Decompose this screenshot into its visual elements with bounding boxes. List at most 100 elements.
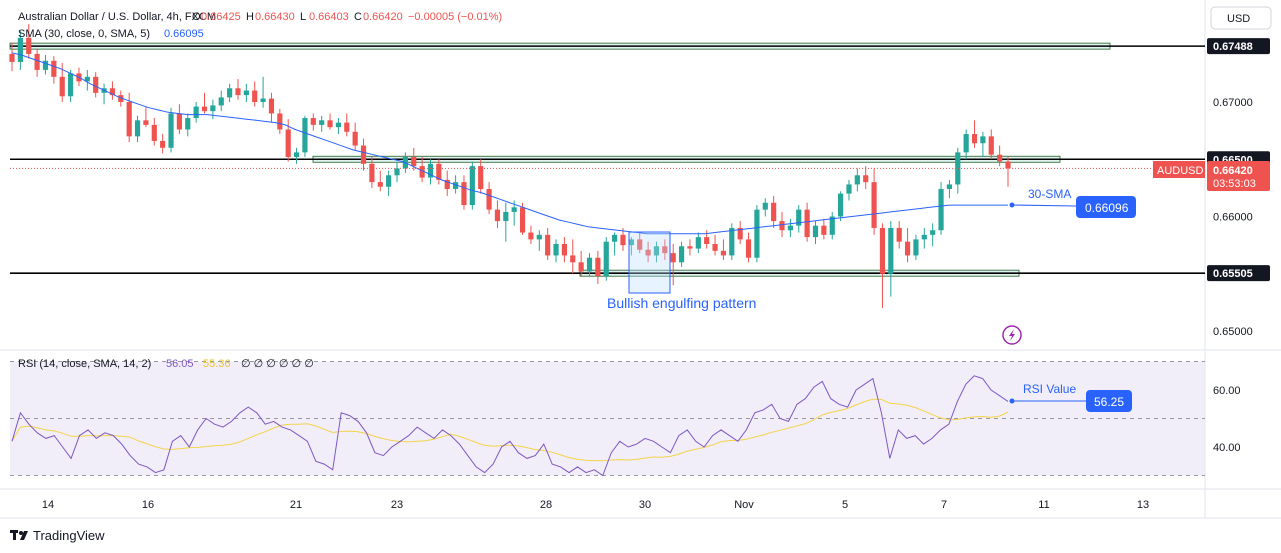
candle-body [787, 225, 793, 231]
candle-body [729, 227, 735, 256]
candle-body [904, 241, 911, 256]
level-tag-0 [1207, 38, 1270, 55]
candle-body [888, 227, 894, 274]
currency-button[interactable] [1210, 6, 1272, 30]
candle-body [126, 102, 132, 137]
candle-body [955, 152, 961, 185]
candle-body [344, 122, 350, 132]
candle-body [503, 211, 509, 222]
price-tick-2: 0.65000 [1213, 326, 1253, 338]
candle-body [561, 243, 567, 256]
candle-body [821, 225, 827, 235]
current-price-value: 0.66420 [1213, 165, 1253, 177]
candle-body [444, 179, 450, 190]
time-tick-5: 30 [639, 499, 651, 511]
candle-body [327, 120, 333, 128]
candle-body [921, 234, 927, 240]
candle-body [235, 88, 241, 96]
rsi-tick-0: 60.00 [1213, 385, 1241, 397]
candle-body [293, 152, 300, 157]
candle-body [737, 227, 743, 240]
candle-body [118, 95, 124, 102]
candle-body [871, 182, 877, 228]
candle-body [653, 246, 660, 256]
candle-body [335, 122, 342, 128]
candle-body [578, 262, 584, 272]
rsi-ma-line [11, 398, 1009, 462]
candle-body [938, 189, 944, 231]
candle-body [218, 97, 224, 106]
time-tick-8: 7 [941, 499, 947, 511]
rsi-legend-extra: ∅ ∅ ∅ ∅ ∅ ∅ [241, 358, 314, 370]
sma-annotation-leader [1011, 204, 1077, 207]
candle-body [160, 140, 166, 148]
candle-body [478, 166, 484, 190]
candle-body [863, 175, 869, 183]
level-tag-2 [1207, 265, 1270, 282]
sma-legend-label: SMA (30, close, 0, SMA, 5) [18, 28, 150, 40]
candle-body [570, 255, 576, 263]
candle-body [185, 118, 191, 130]
candle-body [1005, 161, 1011, 169]
candle-body [511, 207, 517, 212]
candle-body [963, 134, 969, 153]
candle-body [946, 184, 953, 190]
candle-body [645, 249, 651, 256]
ohlc-value-h: 0.66430 [255, 11, 295, 23]
ohlc-value-l: 0.66403 [309, 11, 349, 23]
time-tick-9: 11 [1038, 499, 1049, 511]
sma-line [11, 52, 1008, 235]
ohlc-key-c: C [354, 11, 362, 23]
candle-body [93, 76, 99, 93]
rsi-annotation-badge [1086, 390, 1132, 412]
ohlc-key-l: L [300, 11, 306, 23]
candle-body [796, 209, 802, 226]
rsi-annotation-label: RSI Value [1023, 382, 1076, 396]
ohlc-key-o: O [192, 11, 201, 23]
sma-annotation-badge [1076, 196, 1136, 218]
candle-body [285, 129, 291, 157]
candle-body [536, 234, 542, 240]
time-tick-7: 5 [842, 499, 848, 511]
candle-body [762, 202, 768, 210]
candle-body [67, 73, 74, 97]
time-tick-0: 14 [42, 499, 54, 511]
candle-body [134, 120, 141, 137]
currency-label: USD [1227, 13, 1250, 25]
level-tag-text-0: 0.67488 [1213, 41, 1253, 53]
candle-body [670, 253, 676, 263]
candle-body [804, 209, 810, 238]
candle-body [896, 227, 902, 242]
price-axis-ticks: 0.67000 0.66000 0.65000 [1213, 97, 1253, 338]
candle-body [997, 154, 1003, 162]
events-lightning-icon[interactable] [1002, 325, 1022, 345]
time-tick-1: 16 [142, 499, 154, 511]
symbol-price-tag-text: AUDUSD [1157, 165, 1204, 177]
candle-body [59, 76, 65, 97]
candle-body [695, 237, 701, 249]
candle-body [193, 106, 199, 119]
ohlc-value-o: 0.66425 [201, 11, 241, 23]
candle-body [411, 156, 417, 167]
level-tag-text-2: 0.65505 [1213, 268, 1253, 280]
candle-body [26, 37, 32, 54]
candle-body [201, 106, 208, 112]
candle-body [176, 113, 182, 130]
rsi-legend-value: 56.05 [166, 358, 194, 370]
candle-body [720, 250, 727, 256]
candle-body [754, 209, 760, 258]
candle-body [586, 257, 593, 272]
candle-body [620, 234, 626, 246]
candle-body [612, 234, 618, 242]
candle-body [519, 207, 526, 233]
candle-body [436, 163, 442, 180]
time-tick-6: Nov [734, 499, 754, 511]
candle-body [310, 118, 316, 125]
candlestick-series [9, 24, 1011, 309]
candle-body [453, 182, 459, 190]
candle-body [678, 246, 685, 263]
candle-body [394, 168, 400, 176]
candle-body [971, 134, 978, 144]
candle-body [84, 76, 90, 82]
